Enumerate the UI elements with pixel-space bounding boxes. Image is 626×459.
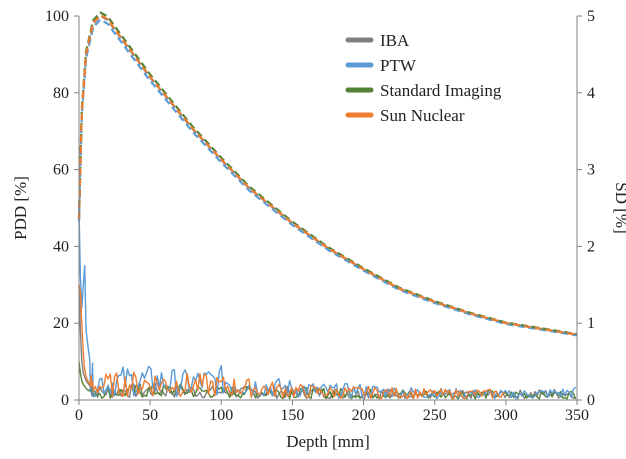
- y-axis-left-title: PDD [%]: [11, 176, 30, 240]
- x-axis-title: Depth [mm]: [286, 432, 370, 451]
- y-left-tick-label: 40: [53, 238, 69, 255]
- y-left-tick-label: 100: [45, 8, 69, 25]
- x-tick-label: 50: [142, 407, 158, 424]
- y-left-tick-label: 60: [53, 162, 69, 179]
- y-left-tick-label: 20: [53, 315, 69, 332]
- x-tick-label: 250: [423, 407, 447, 424]
- legend-item-iba: IBA: [345, 31, 410, 50]
- sd-line-sun-nuclear: [78, 284, 506, 400]
- sd-line-iba: [78, 284, 576, 400]
- x-tick-label: 350: [565, 407, 589, 424]
- pdd-line-sun-nuclear: [77, 13, 578, 336]
- legend-label-standard-imaging: Standard Imaging: [380, 81, 502, 100]
- x-tick-label: 100: [209, 407, 233, 424]
- x-tick-label: 200: [352, 407, 376, 424]
- y-right-tick-label: 3: [587, 162, 595, 179]
- x-tick-label: 150: [280, 407, 304, 424]
- y-right-tick-label: 5: [587, 8, 595, 25]
- y-left-tick-label: 80: [53, 85, 69, 102]
- legend-item-ptw: PTW: [345, 56, 417, 75]
- y-right-tick-label: 4: [587, 85, 595, 102]
- plot-area: [77, 11, 578, 400]
- axes: [74, 15, 582, 405]
- y-right-tick-label: 1: [587, 315, 595, 332]
- legend-label-sun-nuclear: Sun Nuclear: [380, 106, 465, 125]
- legend-item-standard-imaging: Standard Imaging: [345, 81, 502, 100]
- legend-label-ptw: PTW: [380, 56, 417, 75]
- x-tick-label: 300: [494, 407, 518, 424]
- sd-line-ptw: [78, 207, 577, 400]
- x-tick-label: 0: [75, 407, 83, 424]
- legend-label-iba: IBA: [380, 31, 410, 50]
- pdd-line-standard-imaging: [77, 11, 578, 336]
- y-axis-right-title: SD [%]: [612, 182, 626, 233]
- y-right-tick-label: 2: [587, 238, 595, 255]
- legend: IBA PTW Standard Imaging Sun Nuclear: [345, 31, 502, 125]
- legend-item-sun-nuclear: Sun Nuclear: [345, 106, 465, 125]
- pdd-line-iba: [77, 14, 578, 336]
- pdd-line-ptw: [77, 18, 578, 337]
- y-right-tick-label: 0: [587, 392, 595, 409]
- y-left-tick-label: 0: [61, 392, 69, 409]
